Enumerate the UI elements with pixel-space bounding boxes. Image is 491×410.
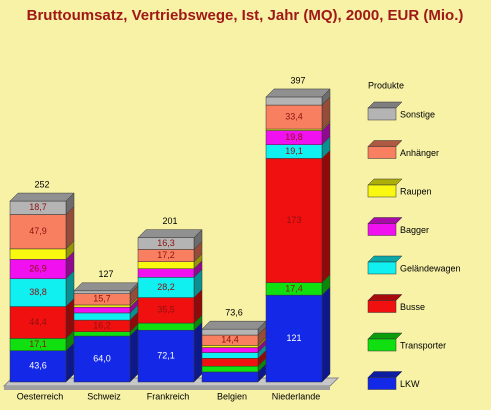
value-label: 64,0 — [93, 353, 111, 363]
bar-segment — [201, 352, 259, 359]
legend-swatch-side — [367, 294, 403, 301]
bar-segment — [201, 365, 259, 373]
legend-label: LKW — [400, 379, 420, 389]
total-label: 201 — [162, 216, 177, 226]
legend-label: Anhänger — [400, 148, 439, 158]
legend-swatch-side — [367, 255, 403, 263]
legend-swatch-side — [367, 371, 403, 378]
bar-segment — [73, 312, 131, 321]
legend-label: Transporter — [400, 340, 446, 350]
value-label: 18,7 — [29, 202, 47, 212]
value-label: 17,4 — [285, 283, 303, 293]
total-label: 397 — [290, 75, 305, 85]
value-label: 47,9 — [29, 226, 47, 236]
legend-swatch-side — [367, 140, 403, 147]
legend-swatch-side — [367, 332, 403, 340]
total-label: 252 — [34, 179, 49, 189]
bar-segment — [73, 331, 131, 337]
total-label: 127 — [98, 269, 113, 279]
bar-segment — [73, 290, 131, 294]
value-label: 19,8 — [285, 132, 303, 142]
total-label: 73,6 — [225, 308, 243, 318]
value-label: 43,6 — [29, 361, 47, 371]
value-label: 17,1 — [29, 339, 47, 349]
bar-top — [201, 320, 267, 330]
legend-label: Busse — [400, 302, 425, 312]
chart-title: Bruttoumsatz, Vertriebswege, Ist, Jahr (… — [27, 7, 464, 24]
value-label: 28,2 — [157, 282, 175, 292]
value-label: 14,4 — [221, 335, 239, 345]
bar-side — [193, 321, 203, 383]
bar-segment — [73, 335, 131, 383]
bar-segment — [201, 347, 259, 353]
bar-segment — [9, 278, 67, 307]
bar-segment — [265, 158, 323, 283]
legend-swatch — [367, 223, 397, 236]
bar-side — [129, 327, 139, 383]
legend-swatch — [367, 107, 397, 121]
bar-top — [137, 229, 203, 238]
bar-segment — [137, 297, 195, 324]
value-label: 26,9 — [29, 263, 47, 273]
value-label: 72,1 — [157, 350, 175, 360]
bar-side — [321, 286, 331, 383]
legend-swatch — [367, 146, 397, 159]
legend-swatch-side — [367, 217, 403, 224]
x-tick-label: Belgien — [217, 391, 247, 401]
legend-swatch-side — [367, 178, 403, 186]
legend-label: Raupen — [400, 186, 432, 196]
value-label: 173 — [286, 215, 301, 225]
value-label: 16,3 — [157, 238, 175, 248]
value-label: 15,7 — [93, 294, 111, 304]
value-label: 16,2 — [93, 320, 111, 330]
value-label: 33,4 — [285, 111, 303, 121]
bar-segment — [201, 358, 259, 367]
x-tick-label: Frankreich — [147, 391, 190, 401]
legend-swatch — [367, 377, 397, 390]
bar-segment — [265, 294, 323, 383]
bar-top — [73, 282, 139, 292]
legend-label: Bagger — [400, 225, 429, 235]
value-label: 121 — [286, 333, 301, 343]
legend-swatch — [367, 300, 397, 313]
bar-segment — [265, 96, 323, 106]
bar-segment — [73, 306, 131, 314]
value-label: 44,4 — [29, 317, 47, 327]
bar-segment — [137, 322, 195, 331]
bar-segment — [9, 248, 67, 260]
bar-segment — [201, 371, 259, 383]
bar-segment — [137, 261, 195, 269]
bar-segment — [201, 328, 259, 336]
bar-segment — [137, 268, 195, 278]
bar-segment — [73, 304, 131, 308]
x-tick-label: Oesterreich — [17, 391, 64, 401]
value-label: 17,2 — [157, 250, 175, 260]
legend-label: Sonstige — [400, 109, 435, 119]
bar-top — [265, 88, 331, 98]
value-label: 35,5 — [157, 305, 175, 315]
legend-swatch — [367, 184, 397, 198]
bar-segment — [201, 345, 259, 348]
bar-side — [321, 149, 331, 284]
bar-top — [9, 192, 75, 202]
value-label: 38,8 — [29, 287, 47, 297]
legend-title: Produkte — [368, 80, 404, 90]
legend-swatch — [367, 261, 397, 275]
floor-front — [4, 386, 330, 390]
bar-segment — [9, 350, 67, 383]
bar-segment — [9, 306, 67, 339]
x-tick-label: Schweiz — [87, 391, 121, 401]
value-label: 19,1 — [285, 146, 303, 156]
legend-swatch-side — [367, 101, 403, 109]
legend-swatch — [367, 338, 397, 352]
x-tick-label: Niederlande — [272, 391, 321, 401]
legend-label: Geländewagen — [400, 263, 461, 273]
